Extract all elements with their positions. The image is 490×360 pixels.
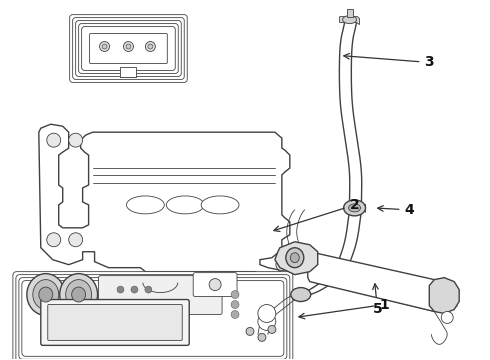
Ellipse shape — [123, 41, 133, 51]
Text: 2: 2 — [274, 198, 360, 231]
Ellipse shape — [441, 311, 453, 323]
Text: 4: 4 — [378, 203, 414, 217]
Ellipse shape — [231, 301, 239, 309]
Ellipse shape — [148, 44, 153, 49]
FancyBboxPatch shape — [19, 278, 287, 359]
Ellipse shape — [60, 274, 98, 315]
Ellipse shape — [343, 200, 366, 216]
Ellipse shape — [66, 280, 92, 310]
FancyBboxPatch shape — [48, 305, 182, 340]
Ellipse shape — [201, 196, 239, 214]
Ellipse shape — [99, 41, 110, 51]
Ellipse shape — [39, 287, 53, 302]
FancyBboxPatch shape — [13, 272, 293, 360]
Ellipse shape — [33, 280, 59, 310]
FancyBboxPatch shape — [90, 33, 167, 63]
Ellipse shape — [268, 325, 276, 333]
Ellipse shape — [258, 305, 276, 323]
Text: 3: 3 — [344, 54, 434, 69]
Polygon shape — [340, 17, 360, 24]
Text: 1: 1 — [299, 297, 390, 319]
Ellipse shape — [343, 15, 357, 24]
Ellipse shape — [246, 328, 254, 336]
Ellipse shape — [145, 286, 152, 293]
Ellipse shape — [117, 286, 124, 293]
FancyBboxPatch shape — [16, 275, 290, 360]
Ellipse shape — [209, 279, 221, 291]
Ellipse shape — [126, 44, 131, 49]
Ellipse shape — [47, 233, 61, 247]
Ellipse shape — [291, 288, 311, 302]
Polygon shape — [346, 9, 353, 17]
Ellipse shape — [102, 44, 107, 49]
Ellipse shape — [126, 196, 164, 214]
FancyBboxPatch shape — [70, 15, 187, 82]
Ellipse shape — [166, 196, 204, 214]
FancyBboxPatch shape — [22, 280, 284, 356]
FancyBboxPatch shape — [98, 276, 222, 315]
Polygon shape — [275, 242, 318, 275]
Polygon shape — [429, 278, 459, 314]
FancyBboxPatch shape — [73, 18, 184, 80]
Polygon shape — [121, 67, 136, 77]
Polygon shape — [39, 124, 290, 296]
Ellipse shape — [69, 233, 83, 247]
FancyBboxPatch shape — [193, 273, 237, 297]
Ellipse shape — [72, 287, 86, 302]
Ellipse shape — [276, 259, 288, 271]
FancyBboxPatch shape — [75, 21, 181, 76]
Ellipse shape — [47, 133, 61, 147]
FancyBboxPatch shape — [78, 24, 178, 73]
Polygon shape — [308, 252, 437, 311]
Ellipse shape — [286, 248, 304, 268]
Ellipse shape — [69, 133, 83, 147]
Ellipse shape — [231, 291, 239, 298]
FancyBboxPatch shape — [82, 27, 175, 71]
Ellipse shape — [131, 286, 138, 293]
Ellipse shape — [348, 204, 361, 212]
Ellipse shape — [258, 333, 266, 341]
Ellipse shape — [231, 310, 239, 319]
FancyBboxPatch shape — [41, 300, 189, 345]
Ellipse shape — [258, 312, 276, 330]
Ellipse shape — [27, 274, 65, 315]
Text: 5: 5 — [372, 284, 382, 316]
Ellipse shape — [146, 41, 155, 51]
Ellipse shape — [290, 253, 299, 263]
